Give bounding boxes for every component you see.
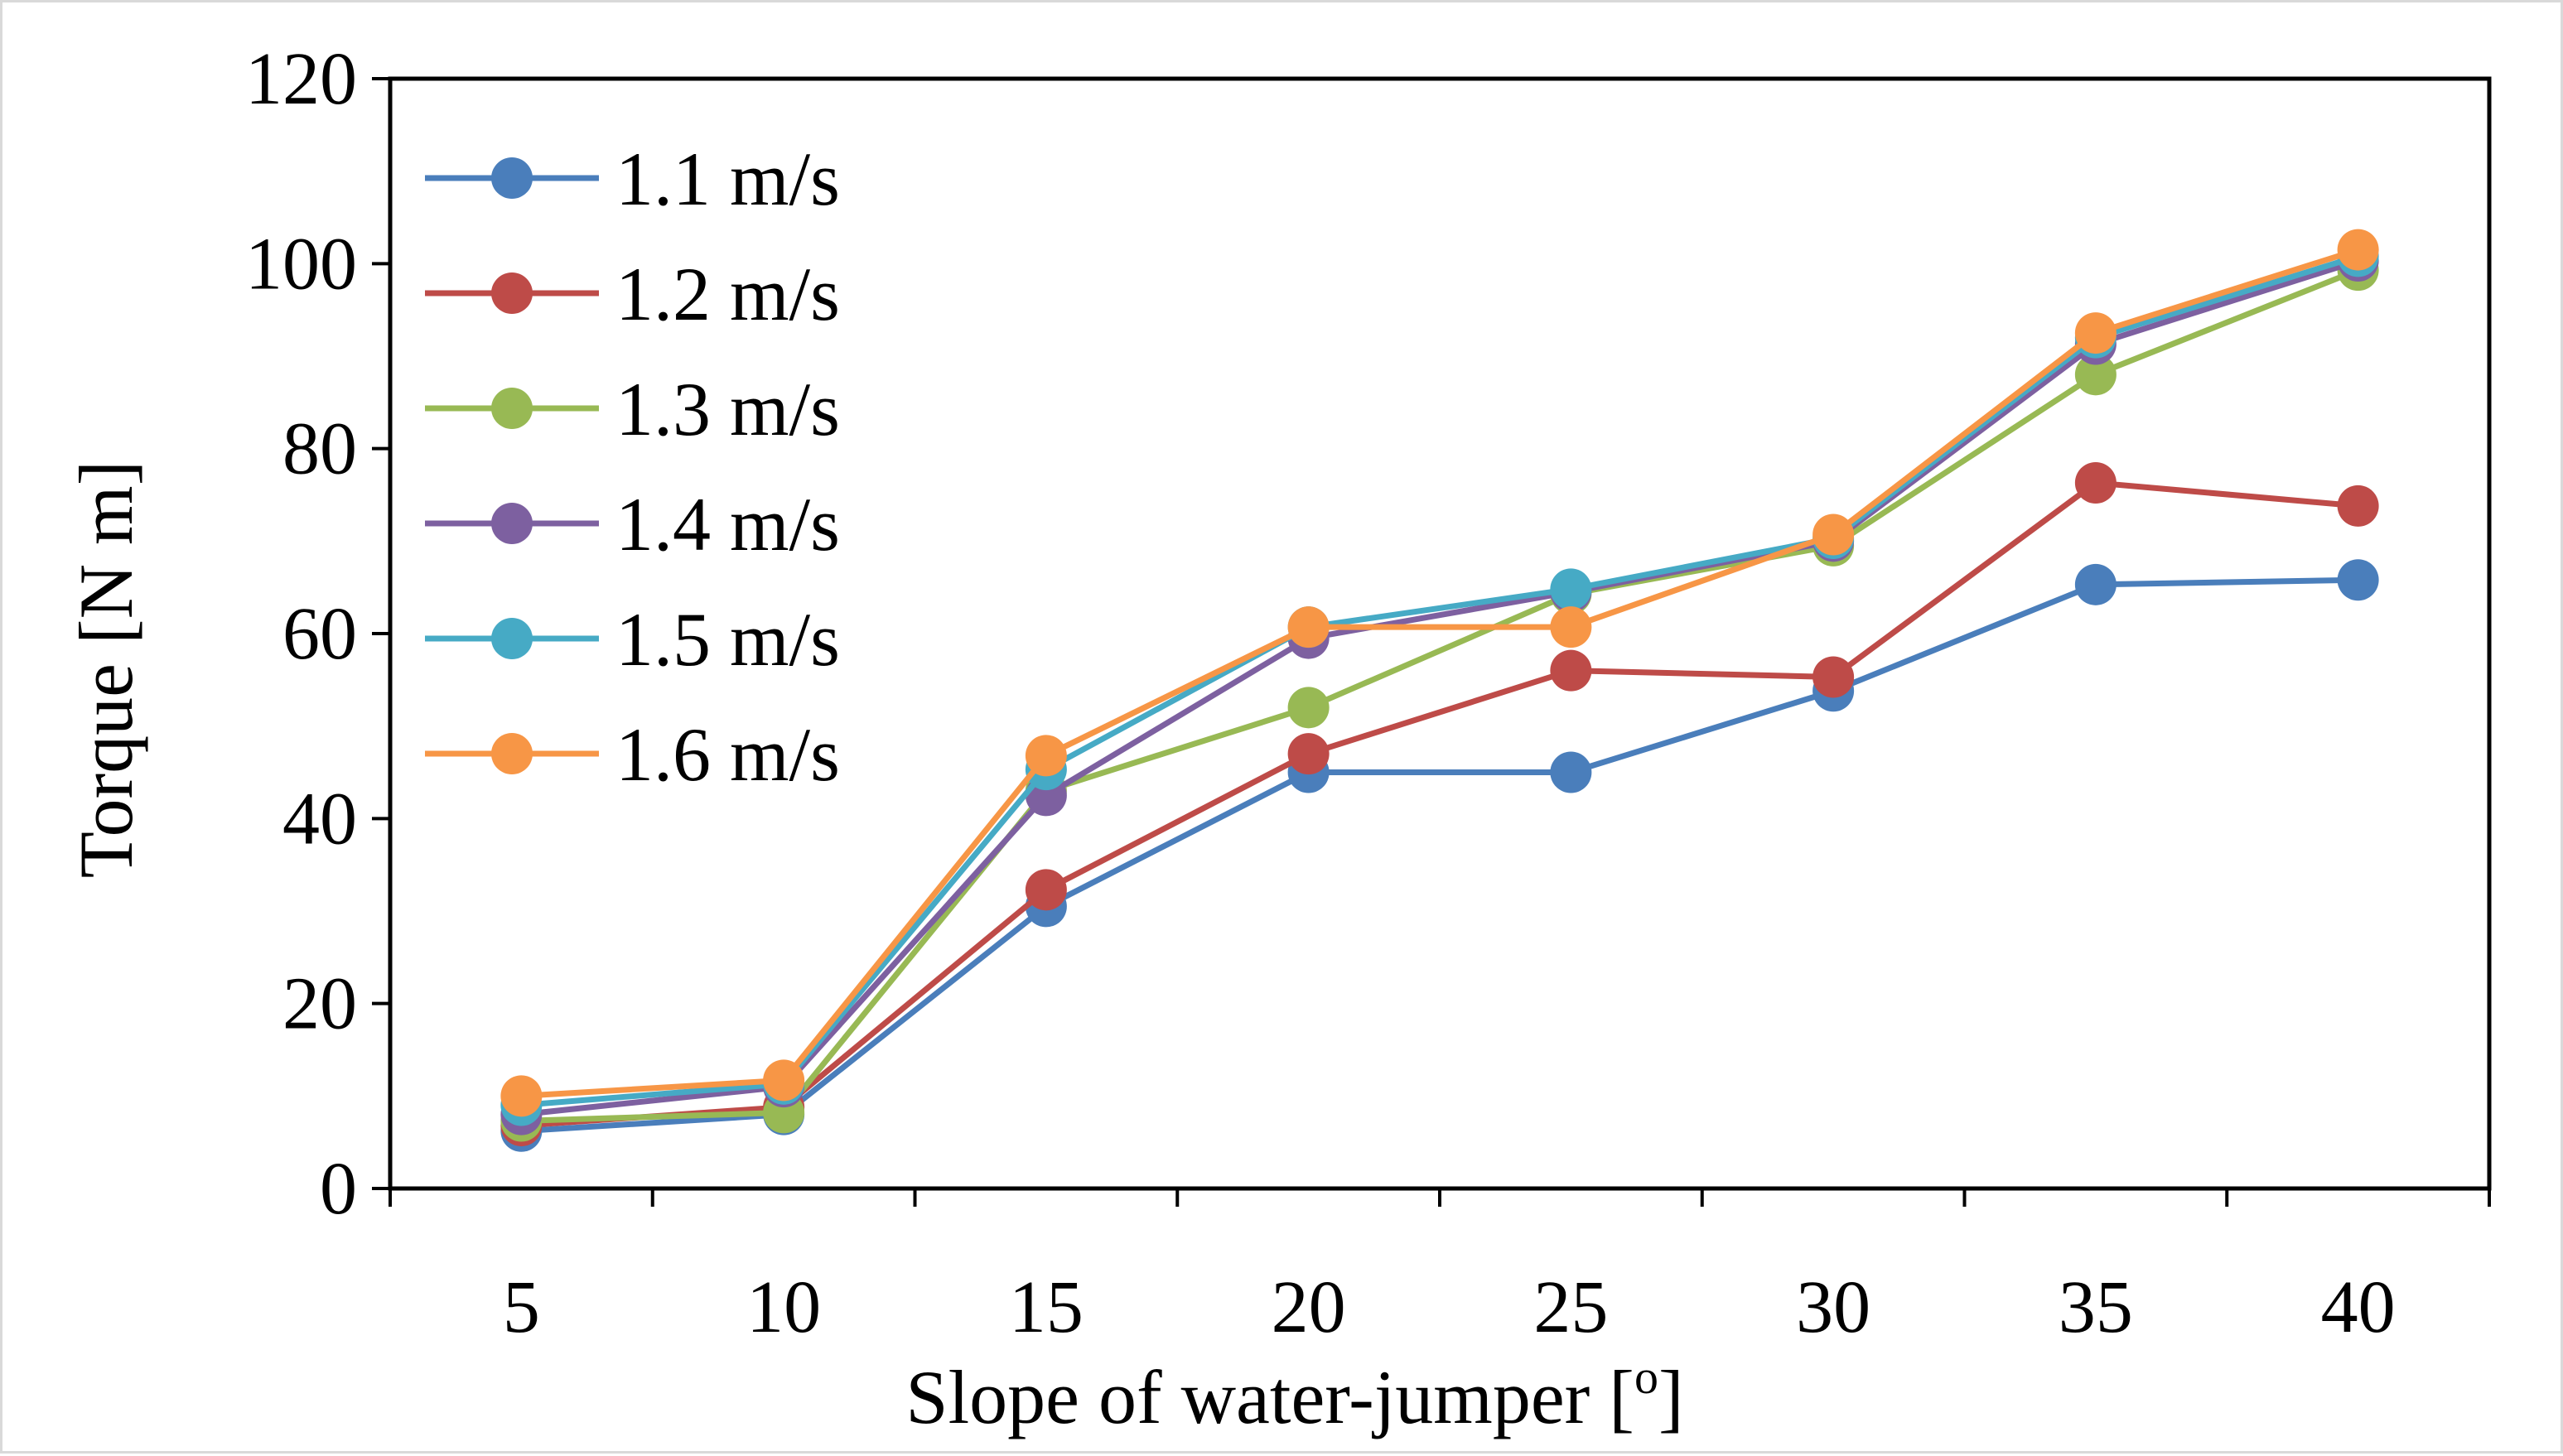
legend-swatch-marker: [491, 618, 533, 659]
data-point: [1287, 687, 1330, 729]
data-point: [1287, 606, 1330, 648]
legend-swatch-marker: [491, 733, 533, 774]
data-point: [2337, 485, 2379, 527]
x-tick-label: 5: [503, 1266, 540, 1348]
y-tick-label: 60: [282, 593, 357, 675]
x-tick-label: 30: [1796, 1266, 1870, 1348]
y-tick-label: 100: [245, 223, 357, 305]
x-tick-label: 10: [746, 1266, 821, 1348]
x-axis-title-main: Slope of water-jumper [: [905, 1355, 1634, 1439]
series-layer: [500, 229, 2379, 1152]
x-tick-label: 20: [1272, 1266, 1346, 1348]
legend-label: 1.3 m/s: [615, 367, 840, 451]
data-point: [1025, 869, 1067, 911]
series-line: [521, 267, 2359, 1124]
series-line: [521, 258, 2359, 1118]
legend-swatch-marker: [491, 388, 533, 429]
y-tick-label: 20: [282, 963, 357, 1045]
legend-item: 1.5 m/s: [425, 597, 840, 682]
x-axis-title-superscript: o: [1634, 1350, 1658, 1404]
legend-label: 1.4 m/s: [615, 482, 840, 566]
legend-item: 1.6 m/s: [425, 712, 840, 797]
y-tick-label: 120: [245, 38, 357, 120]
x-axis-title: Slope of water-jumper [o]: [905, 1350, 1683, 1439]
plot-area: [388, 76, 2492, 1191]
y-axis-title: Torque [N m]: [64, 460, 148, 879]
data-point: [2337, 559, 2379, 601]
legend-item: 1.3 m/s: [425, 367, 840, 451]
legend-label: 1.2 m/s: [615, 252, 840, 336]
legend-swatch-marker: [491, 503, 533, 544]
x-axis-title-end: ]: [1658, 1355, 1684, 1439]
legend: 1.1 m/s 1.2 m/s 1.3 m/s 1.4 m/s 1.5 m/s 1.6 m…: [425, 137, 840, 797]
series-line: [521, 480, 2358, 1129]
data-point: [1550, 606, 1592, 648]
x-tick-label: 25: [1533, 1266, 1608, 1348]
x-tick-label: 15: [1009, 1266, 1084, 1348]
series-line: [521, 247, 2359, 1099]
x-tick-label: 40: [2321, 1266, 2396, 1348]
data-point: [1550, 649, 1592, 692]
data-point: [1812, 513, 1855, 556]
legend-label: 1.6 m/s: [615, 712, 840, 797]
legend-label: 1.5 m/s: [615, 597, 840, 682]
legend-item: 1.2 m/s: [425, 252, 840, 336]
legend-swatch-marker: [491, 272, 533, 314]
series-1-6-m-s: [500, 229, 2379, 1117]
y-tick-label: 40: [282, 778, 357, 860]
data-point: [1812, 656, 1855, 698]
legend-item: 1.4 m/s: [425, 482, 840, 566]
data-point: [2074, 312, 2117, 354]
data-point: [2074, 354, 2117, 396]
series-line: [521, 253, 2359, 1108]
data-point: [1025, 735, 1067, 777]
y-axis-tick-labels: 0 20 40 60 80 100 120: [245, 38, 357, 1230]
data-point: [2074, 563, 2117, 605]
data-point: [1550, 751, 1592, 793]
x-axis-ticks: [389, 1188, 2491, 1207]
data-point: [500, 1075, 543, 1117]
legend-item: 1.1 m/s: [425, 137, 840, 221]
data-point: [1287, 733, 1330, 775]
series-line: [521, 576, 2358, 1135]
y-axis-ticks: [372, 77, 390, 1190]
x-axis-tick-labels: 5 10 15 20 25 30 35 40: [503, 1266, 2396, 1348]
x-tick-label: 35: [2059, 1266, 2133, 1348]
y-tick-label: 0: [320, 1148, 357, 1230]
y-tick-label: 80: [282, 408, 357, 490]
data-point: [2074, 461, 2117, 504]
data-point: [763, 1059, 805, 1102]
legend-swatch-marker: [491, 157, 533, 199]
data-point: [1550, 568, 1592, 610]
legend-label: 1.1 m/s: [615, 137, 840, 221]
data-point: [2337, 229, 2379, 271]
